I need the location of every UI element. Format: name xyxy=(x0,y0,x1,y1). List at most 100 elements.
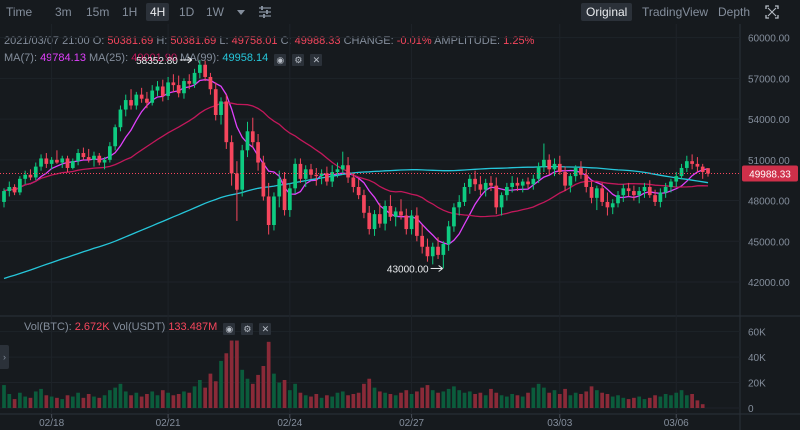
volume-bar xyxy=(515,395,520,408)
volume-bar xyxy=(489,388,493,408)
volume-bar xyxy=(325,395,329,408)
vol-eye-icon[interactable]: ◉ xyxy=(223,323,236,335)
vol-close-icon[interactable]: ✕ xyxy=(259,323,272,335)
volume-bar xyxy=(176,394,181,408)
volume-bar xyxy=(552,390,557,408)
time-tick-label: 02/27 xyxy=(399,418,424,429)
candle-body xyxy=(415,215,419,236)
volume-bar xyxy=(430,390,435,408)
candle-body xyxy=(499,195,504,208)
candle-body xyxy=(28,174,33,178)
ma25-line xyxy=(3,102,709,218)
volume-bar xyxy=(70,396,75,408)
view-depth[interactable]: Depth xyxy=(718,5,751,19)
candle-body xyxy=(229,142,234,174)
candle-body xyxy=(266,196,271,226)
volume-bar xyxy=(266,341,271,408)
candle-body xyxy=(388,205,393,217)
volume-bar xyxy=(600,392,604,408)
candle-body xyxy=(594,188,599,198)
volume-bar xyxy=(60,399,65,408)
volume-bar xyxy=(113,387,118,408)
eye-icon[interactable]: ◉ xyxy=(274,54,287,66)
time-label: Time xyxy=(6,5,33,19)
price-tick-label: 51000.00 xyxy=(748,156,790,167)
volume-bar xyxy=(33,391,38,408)
view-original[interactable]: Original xyxy=(581,3,633,21)
candle-body xyxy=(18,178,22,193)
vol-settings-icon[interactable]: ⚙ xyxy=(241,323,254,335)
price-tick-label: 60000.00 xyxy=(748,34,790,45)
volume-bar xyxy=(626,399,631,408)
price-tick-label: 48000.00 xyxy=(748,197,790,208)
interval-15m[interactable]: 15m xyxy=(86,5,110,19)
candle-body xyxy=(250,131,255,143)
candle-body xyxy=(224,101,229,143)
candle-body xyxy=(145,98,149,103)
time-tick-label: 02/24 xyxy=(277,418,302,429)
volume-tick-label: 0 xyxy=(748,404,754,415)
interval-1w[interactable]: 1W xyxy=(206,5,224,19)
volume-bar xyxy=(28,397,33,408)
close-icon[interactable]: ✕ xyxy=(310,54,323,66)
candle-body xyxy=(462,186,467,202)
candle-body xyxy=(637,191,642,196)
candle-body xyxy=(520,181,525,186)
legend-ma99: 49958.14 xyxy=(222,52,269,64)
settings-icon[interactable]: ⚙ xyxy=(292,54,305,66)
interval-4h[interactable]: 4H xyxy=(146,3,170,21)
volume-bar xyxy=(579,394,583,408)
ma-legend: MA(7): 49784.13 MA(25): 49001.90 MA(99):… xyxy=(4,51,323,66)
volume-bar xyxy=(208,373,213,408)
candle-body xyxy=(684,161,689,168)
volume-bar xyxy=(81,397,86,408)
interval-1d[interactable]: 1D xyxy=(179,5,195,19)
interval-1h[interactable]: 1H xyxy=(122,5,138,19)
legend-vol-usdt: 133.487M xyxy=(168,321,218,333)
candle-body xyxy=(2,191,6,202)
candle-body xyxy=(547,159,552,170)
volume-bar xyxy=(457,390,462,408)
candle-body xyxy=(647,186,652,196)
volume-bar xyxy=(129,395,133,408)
view-tradingview[interactable]: TradingView xyxy=(642,5,709,19)
candle-body xyxy=(23,174,28,179)
sliders-icon[interactable] xyxy=(254,3,276,21)
volume-bar xyxy=(663,394,668,408)
candle-body xyxy=(55,159,59,163)
volume-bar xyxy=(452,386,456,408)
candle-body xyxy=(700,166,705,173)
candle-body xyxy=(632,191,636,196)
volume-bar xyxy=(616,395,620,408)
candle-body xyxy=(129,100,133,106)
volume-bar xyxy=(330,396,335,408)
caret-down-icon[interactable] xyxy=(232,3,250,21)
volume-bar xyxy=(76,392,80,408)
volume-bar xyxy=(319,397,324,408)
volume-bar xyxy=(669,395,673,408)
time-tick-label: 03/06 xyxy=(664,418,689,429)
price-chart[interactable]: 60000.00 57000.00 54000.00 51000.00 48000.00… xyxy=(0,24,800,430)
volume-bar xyxy=(658,396,663,408)
candle-body xyxy=(626,188,631,192)
volume-bar xyxy=(351,394,356,408)
volume-bar xyxy=(610,396,615,408)
volume-bar xyxy=(356,392,361,408)
volume-bar xyxy=(420,387,425,408)
interval-3m[interactable]: 3m xyxy=(55,5,72,19)
candle-body xyxy=(404,215,409,230)
volume-bar xyxy=(335,392,340,408)
candle-body xyxy=(335,169,340,173)
volume-bar xyxy=(467,391,472,408)
candle-body xyxy=(695,163,700,167)
expand-icon[interactable] xyxy=(759,3,785,21)
candle-body xyxy=(319,173,324,177)
collapse-handle[interactable]: › xyxy=(0,345,9,369)
volume-bar xyxy=(690,394,694,408)
candle-body xyxy=(526,181,530,185)
candle-body xyxy=(256,142,260,163)
volume-bar xyxy=(542,387,546,408)
candle-body xyxy=(669,181,673,187)
candle-body xyxy=(552,163,557,170)
volume-bar xyxy=(446,388,451,408)
